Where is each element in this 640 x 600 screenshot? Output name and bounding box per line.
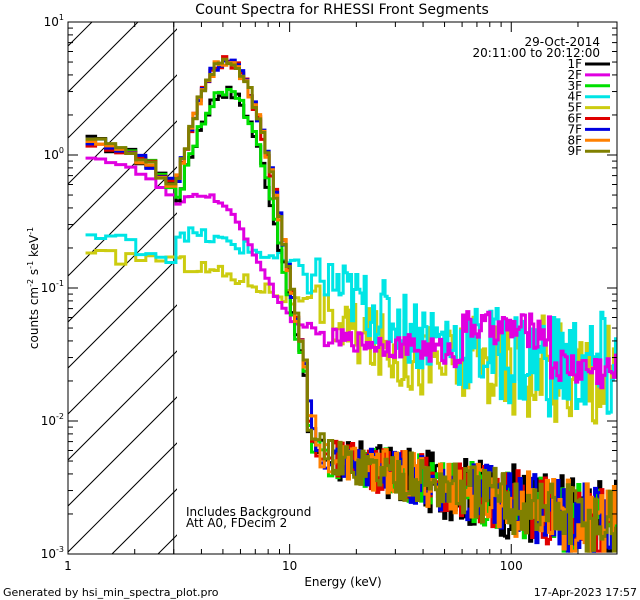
x-tick-label: 100 xyxy=(500,559,523,573)
legend-label-4F: 4F xyxy=(567,90,582,104)
hatch-line xyxy=(68,120,177,231)
hatch-line xyxy=(68,28,177,139)
x-tick-label: 10 xyxy=(282,559,297,573)
y-tick-label: 101 xyxy=(44,13,64,29)
date-label: 29-Oct-2014 xyxy=(524,35,600,49)
legend-label-3F: 3F xyxy=(567,79,582,93)
x-axis-label: Energy (keV) xyxy=(304,575,381,589)
y-tick-label: 10-2 xyxy=(41,412,64,428)
hatch-line xyxy=(68,350,177,461)
y-axis-label-end: keV xyxy=(27,234,41,261)
time-range-label: 20:11:00 to 20:12:00 xyxy=(473,46,600,60)
series-line-2F xyxy=(85,156,617,390)
footer-generated-by: Generated by hsi_min_spectra_plot.pro xyxy=(3,586,219,599)
legend-label-2F: 2F xyxy=(567,68,582,82)
y-tick-label: 10-1 xyxy=(41,279,64,295)
y-axis-label-mid: s xyxy=(27,269,41,279)
legend-label-5F: 5F xyxy=(567,101,582,115)
footer-timestamp: 17-Apr-2023 17:57 xyxy=(534,586,637,599)
hatch-line xyxy=(68,22,93,47)
legend-label-9F: 9F xyxy=(567,144,582,158)
y-axis-label-sup1: -2 xyxy=(26,279,35,287)
legend-label-8F: 8F xyxy=(567,133,582,147)
legend-label-7F: 7F xyxy=(567,122,582,136)
legend-label-1F: 1F xyxy=(567,57,582,71)
hatch-line xyxy=(0,0,114,554)
hatch-line xyxy=(68,22,139,93)
annotation-background: Includes Background xyxy=(186,505,311,519)
chart-title: Count Spectra for RHESSI Front Segments xyxy=(195,2,489,18)
legend-label-6F: 6F xyxy=(567,112,582,126)
y-axis-label: counts cm-2 s-1 keV-1 xyxy=(26,227,41,349)
hatch-line xyxy=(68,396,177,507)
y-tick-label: 10-3 xyxy=(41,545,64,561)
annotation-attenuator: Att A0, FDecim 2 xyxy=(186,516,287,530)
y-axis-label-main: counts cm xyxy=(27,287,41,349)
y-axis-label-sup2: -1 xyxy=(26,261,35,269)
x-tick-label: 1 xyxy=(64,559,72,573)
hatch-line xyxy=(68,442,177,553)
y-tick-label: 100 xyxy=(44,146,64,162)
y-axis-label-sup3: -1 xyxy=(26,227,35,235)
series-line-9F xyxy=(85,57,617,553)
